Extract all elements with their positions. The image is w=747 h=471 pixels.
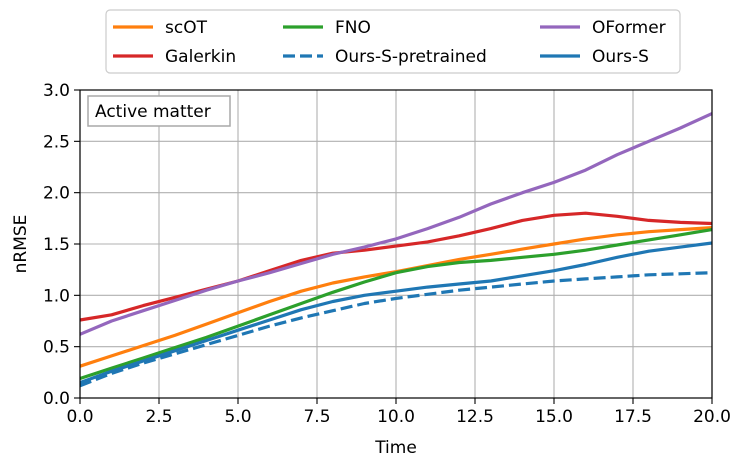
y-tick-label: 1.0	[43, 286, 70, 306]
legend-label-ours-s: Ours-S	[592, 47, 649, 67]
legend-swatches	[113, 25, 580, 58]
legend-label-oformer: OFormer	[592, 18, 666, 38]
y-tick-label: 1.5	[43, 235, 70, 255]
x-tick-label: 17.5	[614, 407, 652, 427]
series-group	[79, 112, 713, 388]
legend-label-galerkin: Galerkin	[165, 47, 236, 67]
x-axis-label: Time	[374, 438, 417, 458]
y-tick-label: 2.0	[43, 184, 70, 204]
series-line-oformer	[79, 112, 713, 336]
x-tick-label: 12.5	[456, 407, 494, 427]
legend-label-fno: FNO	[335, 18, 371, 38]
x-tick-label: 20.0	[693, 407, 731, 427]
x-tick-label: 15.0	[535, 407, 573, 427]
y-tick-label: 0.0	[43, 389, 70, 409]
x-tick-label: 5.0	[224, 407, 251, 427]
series-line-ours-s-pretrained	[79, 271, 713, 388]
y-tick-label: 3.0	[43, 81, 70, 101]
y-tick-label: 2.5	[43, 132, 70, 152]
series-line-galerkin	[79, 211, 713, 322]
x-tick-label: 7.5	[303, 407, 330, 427]
x-tick-label: 0.0	[66, 407, 93, 427]
legend	[105, 9, 681, 74]
annotation-text: Active matter	[95, 102, 211, 122]
annotation-box	[87, 95, 231, 127]
y-axis-label: nRMSE	[11, 215, 31, 274]
x-tick-label: 2.5	[145, 407, 172, 427]
legend-label-ours-s-pretrained: Ours-S-pretrained	[335, 47, 487, 67]
y-axis: 0.0 0.5 1.0 1.5 2.0 2.5 3.0	[43, 81, 80, 409]
series-line-fno	[79, 228, 713, 381]
legend-label-scot: scOT	[165, 18, 208, 38]
x-axis: 0.0 2.5 5.0 7.5 10.0 12.5 15.0 17.5 20.0	[66, 398, 731, 427]
y-tick-label: 0.5	[43, 338, 70, 358]
x-tick-label: 10.0	[377, 407, 415, 427]
series-line-ours-s	[79, 241, 713, 385]
